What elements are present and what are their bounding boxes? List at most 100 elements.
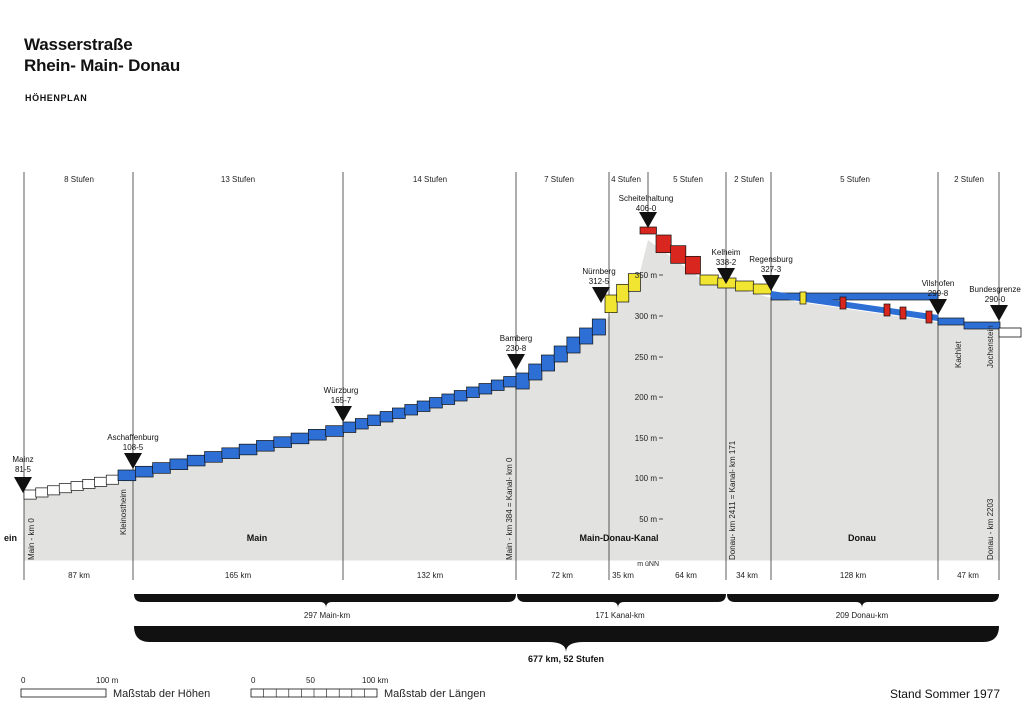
step-main-a-9 xyxy=(256,440,275,452)
place-elev-aschaffenburg: 108-5 xyxy=(123,443,144,452)
place-elev-nuernberg: 312-5 xyxy=(589,277,610,286)
step-kanal-down-1 xyxy=(655,234,672,254)
step-main-b-4 xyxy=(379,411,394,423)
place-elev-scheitelhaltung: 406-0 xyxy=(636,204,657,213)
step-rhein-2 xyxy=(35,487,49,498)
place-name-wuerzburg: Würzburg xyxy=(324,386,359,395)
marker-mainz xyxy=(14,477,32,493)
step-kanal-down-3 xyxy=(684,255,701,275)
step-main-b-9 xyxy=(441,393,456,405)
step-kanal-up-3 xyxy=(627,273,641,292)
section-length-1: 87 km xyxy=(68,571,90,580)
place-name-scheitelhaltung: Scheitelhaltung xyxy=(619,194,674,203)
axis-tick-200: 200 m xyxy=(635,393,658,402)
place-elev-bundesgrenze: 290-0 xyxy=(985,295,1006,304)
brace-total xyxy=(134,626,999,652)
place-name-bamberg: Bamberg xyxy=(500,334,532,343)
step-rhein-1 xyxy=(23,489,37,500)
step-kanal-down-2 xyxy=(670,245,687,264)
section-steps-5: 4 Stufen xyxy=(611,175,641,184)
section-length-2: 165 km xyxy=(225,571,252,580)
axis-tick-50: 50 m xyxy=(639,515,657,524)
axis-tick-150: 150 m xyxy=(635,434,658,443)
step-main-a-3 xyxy=(152,462,171,474)
legend-length-label: Maßstab der Längen xyxy=(384,688,486,700)
section-length-6: 64 km xyxy=(675,571,697,580)
title-line-1: Wasserstraße xyxy=(24,35,133,54)
place-name-aschaffenburg: Aschaffenburg xyxy=(107,433,158,442)
donau-lock-1 xyxy=(799,291,807,305)
marker-kelheim xyxy=(717,268,735,284)
connector-end xyxy=(998,327,1022,338)
profile-main xyxy=(117,318,606,482)
brace-donau xyxy=(727,594,999,608)
place-elev-wuerzburg: 165-7 xyxy=(331,396,352,405)
place-name-mainz: Mainz xyxy=(12,455,33,464)
stand-note: Stand Sommer 1977 xyxy=(889,687,1000,701)
axis-unit: m üNN xyxy=(637,561,659,568)
step-main-c-2 xyxy=(528,363,543,381)
step-main-b-5 xyxy=(392,407,406,419)
section-steps-8: 5 Stufen xyxy=(840,175,870,184)
profile-donau xyxy=(770,291,1001,330)
step-main-c-5 xyxy=(566,336,581,354)
profile-kanal xyxy=(604,226,772,314)
profile-rhein-main-white xyxy=(23,474,119,500)
place-name-nuernberg: Nürnberg xyxy=(582,267,615,276)
section-steps-9: 2 Stufen xyxy=(954,175,984,184)
section-length-7: 34 km xyxy=(736,571,758,580)
step-main-a-7 xyxy=(221,447,241,459)
marker-vilshofen xyxy=(929,299,947,315)
vlabel-jochenstein: Jochenstein xyxy=(986,325,995,368)
step-main-c-4 xyxy=(553,345,568,363)
brace-main xyxy=(134,594,516,608)
marker-bundesgrenze xyxy=(990,305,1008,321)
donau-lock-2 xyxy=(839,296,847,310)
marker-bamberg xyxy=(507,354,525,370)
step-main-a-1 xyxy=(117,469,137,482)
section-steps-1: 8 Stufen xyxy=(64,175,94,184)
title-line-2: Rhein- Main- Donau xyxy=(24,56,180,75)
step-kanal-up-1 xyxy=(604,294,618,314)
section-steps-2: 13 Stufen xyxy=(221,175,255,184)
section-length-3: 132 km xyxy=(417,571,444,580)
section-steps-7: 2 Stufen xyxy=(734,175,764,184)
step-main-b-6 xyxy=(404,404,418,416)
step-rhein-4 xyxy=(58,483,72,494)
step-kanal-low-3 xyxy=(735,280,755,292)
step-main-b-8 xyxy=(429,397,443,409)
step-rhein-6 xyxy=(82,479,96,489)
river-kanal: Main-Donau-Kanal xyxy=(579,533,658,543)
total-kanal-km: 171 Kanal-km xyxy=(595,611,645,620)
place-elev-kelheim: 338-2 xyxy=(716,258,737,267)
axis-tick-250: 250 m xyxy=(635,353,658,362)
legend-height-bar xyxy=(20,688,107,698)
marker-scheitelhaltung xyxy=(639,212,657,228)
place-name-vilshofen: Vilshofen xyxy=(922,279,955,288)
step-main-b-3 xyxy=(367,414,381,426)
place-name-kelheim: Kelheim xyxy=(712,248,741,257)
step-main-c-3 xyxy=(541,354,555,372)
step-main-a-11 xyxy=(290,432,310,445)
legend-length-100: 100 km xyxy=(362,676,389,685)
step-rhein-8 xyxy=(105,474,119,485)
section-length-5: 35 km xyxy=(612,571,634,580)
step-main-b-13 xyxy=(490,379,505,391)
step-main-b-7 xyxy=(416,400,431,412)
vlabel-main-km0: Main - km 0 xyxy=(27,518,36,560)
river-rhein-fragment: ein xyxy=(4,533,17,543)
subtitle: HÖHENPLAN xyxy=(25,93,88,103)
step-main-a-4 xyxy=(169,458,189,470)
section-steps-4: 7 Stufen xyxy=(544,175,574,184)
marker-regensburg xyxy=(762,275,780,291)
marker-aschaffenburg xyxy=(124,453,142,469)
step-main-c-7 xyxy=(591,318,606,336)
step-rhein-5 xyxy=(70,481,84,491)
vlabel-main384: Main - km 384 = Kanal- km 0 xyxy=(505,457,514,560)
river-donau: Donau xyxy=(848,533,876,543)
ground-area xyxy=(24,240,1000,561)
step-main-b-14 xyxy=(503,376,517,388)
axis-tick-300: 300 m xyxy=(635,312,658,321)
step-kanal-up-2 xyxy=(616,283,630,303)
